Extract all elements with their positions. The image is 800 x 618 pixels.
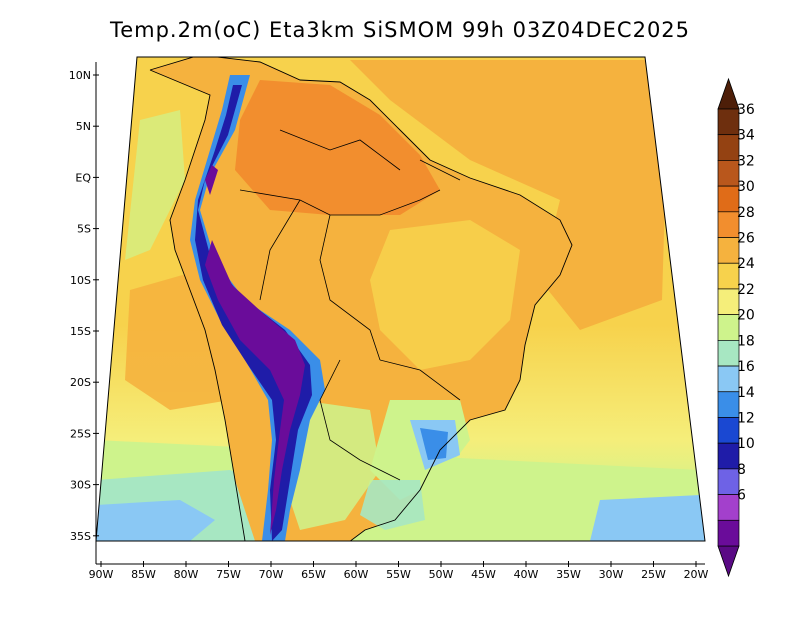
colorbar-label: 10	[737, 436, 755, 452]
colorbar-label: 32	[737, 153, 755, 169]
colorbar-label: 8	[737, 462, 746, 478]
lat-label: 10S	[70, 274, 91, 287]
colorbar-label: 36	[737, 102, 755, 118]
atlantic-cold-patch	[590, 495, 705, 541]
lon-label: 20W	[684, 568, 709, 581]
colorbar-label: 26	[737, 231, 755, 247]
lon-label: 80W	[174, 568, 199, 581]
colorbar-swatch	[717, 211, 740, 238]
colorbar-label: 30	[737, 179, 755, 195]
colorbar-label: 34	[737, 128, 755, 144]
interior-mild-area	[370, 220, 520, 370]
colorbar-swatch	[717, 442, 740, 470]
pacific-cool-band	[125, 110, 185, 260]
lon-label: 35W	[556, 568, 581, 581]
lat-label: 5S	[77, 223, 91, 236]
colorbar-label: 20	[737, 308, 755, 324]
colorbar-label: 24	[737, 256, 755, 272]
colorbar-label: 6	[737, 488, 746, 504]
lon-label: 60W	[344, 568, 369, 581]
south-coldest-area	[96, 500, 215, 541]
lon-label: 40W	[514, 568, 539, 581]
latitude-axis: 10N 5N EQ 5S 10S 15S 20S 25S 30S 35S	[69, 69, 99, 543]
lon-label: 85W	[131, 568, 156, 581]
map-frame	[95, 56, 706, 542]
colorbar-bottom-arrow	[717, 545, 740, 578]
colorbar-swatch	[717, 134, 740, 161]
colorbar-label: 16	[737, 359, 755, 375]
colorbar-swatch	[717, 365, 740, 393]
colorbar-swatch	[717, 340, 740, 367]
lat-label: 30S	[70, 479, 91, 492]
lon-label: 90W	[89, 568, 114, 581]
lat-label: 20S	[70, 376, 91, 389]
lat-label: 10N	[69, 69, 91, 82]
longitude-axis: 90W 85W 80W 75W 70W 65W 60W 55W 50W 45W 40W 35W 30W 2…	[89, 561, 709, 581]
lon-label: 45W	[471, 568, 496, 581]
andes-core-north	[205, 165, 218, 195]
colorbar-top-arrow	[717, 77, 740, 110]
colorbar-swatch	[717, 519, 740, 547]
colorbar-label: 14	[737, 385, 755, 401]
lat-label: 25S	[70, 427, 91, 440]
lon-label: 30W	[599, 568, 624, 581]
colorbar-swatch	[717, 468, 740, 495]
colorbar-label: 12	[737, 410, 755, 426]
lon-label: 55W	[386, 568, 411, 581]
lat-label: 35S	[70, 530, 91, 543]
lat-label: 15S	[70, 325, 91, 338]
colorbar-swatch	[717, 288, 740, 315]
andes-core	[205, 240, 305, 535]
coastline	[149, 57, 573, 541]
colorbar-swatch	[717, 417, 740, 444]
country-borders	[239, 129, 461, 481]
lat-label: 5N	[76, 120, 91, 133]
lon-label: 25W	[641, 568, 666, 581]
colorbar-swatch	[717, 262, 740, 290]
colorbar-label: 22	[737, 282, 755, 298]
colorbar-swatch	[717, 391, 740, 418]
colorbar-swatch	[717, 185, 740, 213]
map-field	[96, 57, 705, 541]
lat-label: EQ	[75, 171, 91, 184]
colorbar-label: 28	[737, 205, 755, 221]
lon-label: 75W	[216, 568, 241, 581]
colorbar-swatch	[717, 108, 740, 136]
atlantic-warm-area	[350, 60, 665, 330]
colorbar-swatch	[717, 237, 740, 264]
map-title: Temp.2m(oC) Eta3km SiSMOM 99h 03Z04DEC20…	[109, 18, 691, 42]
south-brazil-coldest	[420, 428, 448, 460]
lon-label: 70W	[259, 568, 284, 581]
colorbar-swatch	[717, 314, 740, 341]
colorbar-swatch	[717, 494, 740, 521]
lon-label: 50W	[429, 568, 454, 581]
lon-label: 65W	[301, 568, 326, 581]
colorbar: 36 34 32 30 28 26 24 22 20 18 16 14 12 10 8 6	[717, 77, 755, 578]
uruguay-cool	[360, 480, 425, 530]
colorbar-label: 18	[737, 333, 755, 349]
colorbar-swatch	[717, 160, 740, 187]
